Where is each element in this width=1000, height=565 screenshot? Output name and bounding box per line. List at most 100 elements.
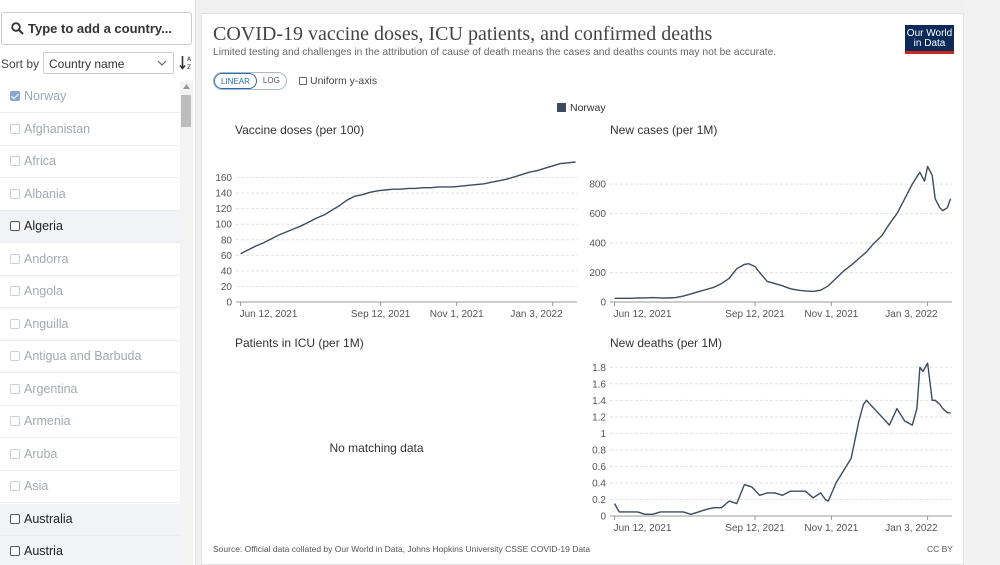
country-item[interactable]: Asia [0, 471, 180, 503]
country-checkbox[interactable] [10, 383, 20, 394]
y-tick-label: 0 [600, 512, 606, 523]
series-line-norway[interactable] [614, 165, 952, 299]
country-item[interactable]: Algeria [0, 211, 180, 243]
y-tick-label: 0.2 [592, 495, 606, 506]
y-tick-label: 160 [215, 173, 232, 184]
country-label: Austria [24, 544, 63, 558]
sort-row: Sort by Country name A Z [0, 52, 196, 76]
x-tick-label: Nov 1, 2021 [430, 309, 484, 320]
country-item[interactable]: Angola [0, 276, 180, 308]
country-label: Andorra [24, 251, 69, 266]
country-label: Asia [24, 479, 49, 493]
scale-log-button[interactable]: LOG [262, 76, 280, 85]
scale-toggle[interactable]: LINEAR LOG [213, 72, 287, 90]
country-label: Antigua and Barbuda [24, 349, 142, 363]
scale-linear-button[interactable]: LINEAR [214, 73, 257, 89]
country-checkbox[interactable] [10, 481, 20, 491]
series-line-norway[interactable] [240, 161, 576, 255]
country-item[interactable]: Austria [0, 536, 180, 565]
country-checkbox[interactable] [10, 253, 20, 264]
panel-title: Patients in ICU (per 1M) [235, 336, 364, 350]
country-checkbox[interactable] [10, 156, 20, 166]
x-tick-label: Jun 12, 2021 [240, 309, 298, 320]
country-checkbox[interactable] [10, 91, 20, 101]
country-checkbox[interactable] [10, 318, 20, 329]
chevron-down-icon [157, 60, 167, 66]
search-input[interactable]: Type to add a country... [1, 12, 192, 45]
country-checkbox[interactable] [10, 513, 20, 524]
y-tick-label: 1.8 [592, 363, 606, 374]
x-tick-label: Jun 12, 2021 [614, 309, 672, 320]
uniform-axis-checkbox[interactable]: Uniform y-axis [299, 75, 377, 87]
country-list: Norway Afghanistan Africa Albania Algeria And… [0, 81, 180, 565]
sidebar: Type to add a country... Sort by Country… [0, 0, 196, 565]
y-tick-label: 0 [600, 298, 606, 309]
license-link[interactable]: CC BY [927, 544, 953, 554]
country-label: Australia [24, 511, 73, 526]
source-note: Source: Official data collated by Our Wo… [213, 544, 591, 554]
country-checkbox[interactable] [10, 351, 20, 361]
chart-subtitle: Limited testing and challenges in the at… [213, 47, 777, 58]
country-label: Argentina [24, 381, 78, 396]
y-tick-label: 80 [221, 235, 233, 246]
country-item[interactable]: Aruba [0, 439, 180, 471]
series-line-norway[interactable] [613, 362, 951, 515]
country-label: Africa [24, 154, 56, 168]
country-checkbox[interactable] [10, 448, 20, 459]
country-label: Albania [24, 186, 66, 201]
country-item[interactable]: Afghanistan [0, 114, 180, 146]
y-tick-label: 60 [221, 251, 233, 262]
x-tick-label: Jan 3, 2022 [510, 309, 563, 320]
y-tick-label: 600 [589, 209, 606, 220]
sort-select[interactable]: Country name [43, 52, 174, 74]
x-tick-label: Nov 1, 2021 [804, 309, 858, 320]
panel-title: Vaccine doses (per 100) [235, 123, 364, 137]
x-tick-label: Jun 12, 2021 [614, 523, 672, 534]
country-label: Anguilla [24, 316, 69, 331]
y-tick-label: 120 [215, 204, 232, 215]
sort-select-value: Country name [49, 57, 125, 71]
no-data-message: No matching data [329, 441, 423, 455]
y-tick-label: 40 [221, 266, 233, 277]
charts-svg: Vaccine doses (per 100)02040608010012014… [215, 123, 952, 534]
search-icon [11, 22, 24, 35]
search-placeholder: Type to add a country... [28, 21, 172, 36]
country-item[interactable]: Armenia [0, 406, 180, 438]
country-item[interactable]: Andorra [0, 244, 180, 276]
sort-order-icon[interactable]: A Z [179, 55, 193, 70]
country-item[interactable]: Albania [0, 179, 180, 211]
y-tick-label: 1.6 [592, 379, 606, 390]
country-item[interactable]: Australia [0, 503, 180, 536]
scrollbar-thumb[interactable] [181, 95, 191, 127]
x-tick-label: Sep 12, 2021 [725, 309, 785, 320]
y-tick-label: 400 [589, 239, 606, 250]
country-checkbox[interactable] [10, 221, 20, 231]
country-checkbox[interactable] [10, 286, 20, 296]
country-item[interactable]: Norway [0, 81, 180, 113]
country-item[interactable]: Argentina [0, 374, 180, 406]
scroll-up-icon[interactable] [183, 84, 190, 89]
country-checkbox[interactable] [10, 188, 20, 199]
y-tick-label: 1.4 [592, 396, 606, 407]
legend-label: Norway [570, 102, 606, 114]
logo-line-1: Our World [906, 28, 953, 39]
legend-swatch [557, 103, 566, 112]
y-tick-label: 0.6 [592, 462, 606, 473]
y-tick-label: 200 [589, 268, 606, 279]
legend[interactable]: Norway [557, 102, 606, 114]
country-checkbox[interactable] [10, 546, 20, 556]
country-list-scrollbar[interactable] [180, 81, 193, 565]
country-item[interactable]: Antigua and Barbuda [0, 341, 180, 373]
svg-text:Z: Z [187, 64, 191, 70]
country-label: Angola [24, 284, 63, 298]
x-tick-label: Nov 1, 2021 [804, 523, 858, 534]
country-checkbox[interactable] [10, 416, 20, 426]
x-tick-label: Sep 12, 2021 [351, 309, 411, 320]
country-item[interactable]: Africa [0, 146, 180, 178]
country-checkbox[interactable] [10, 123, 20, 134]
owid-logo[interactable]: Our World in Data [905, 25, 954, 54]
x-tick-label: Sep 12, 2021 [725, 523, 785, 534]
country-label: Norway [24, 89, 67, 103]
country-label: Algeria [24, 219, 63, 233]
country-item[interactable]: Anguilla [0, 309, 180, 341]
